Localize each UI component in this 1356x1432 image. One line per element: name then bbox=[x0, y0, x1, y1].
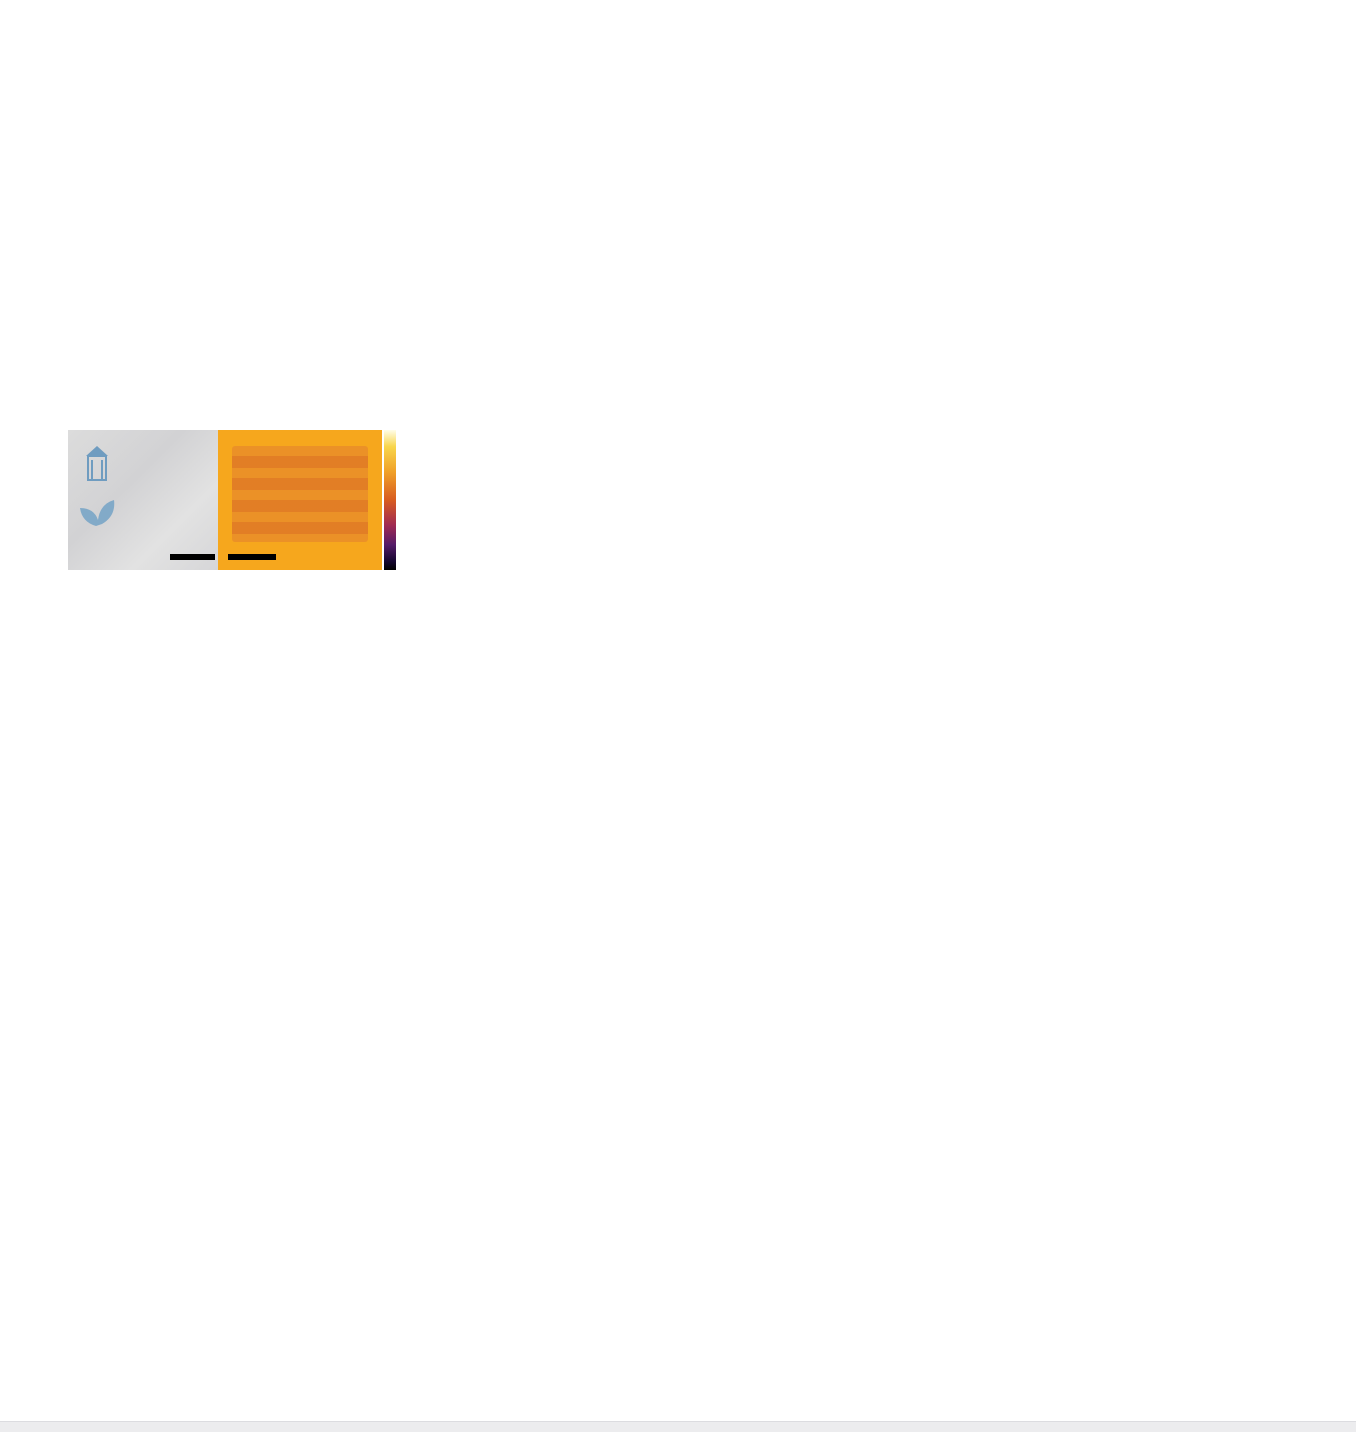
scale-bar bbox=[170, 554, 215, 560]
heating-swatch bbox=[1173, 812, 1193, 817]
cooling-swatch bbox=[1105, 812, 1125, 817]
thermal-image bbox=[218, 430, 382, 570]
panel-g-legend bbox=[1105, 806, 1201, 821]
thermal-sample-region bbox=[232, 446, 368, 542]
thermal-colorbar bbox=[384, 430, 396, 570]
page-edge bbox=[0, 1421, 1356, 1432]
scale-bar bbox=[228, 554, 276, 560]
unc-well-icon bbox=[80, 446, 115, 526]
legend-heating bbox=[1173, 806, 1201, 821]
sample-photo bbox=[68, 430, 218, 570]
leaf-icon bbox=[80, 500, 115, 526]
legend-cooling bbox=[1105, 806, 1133, 821]
